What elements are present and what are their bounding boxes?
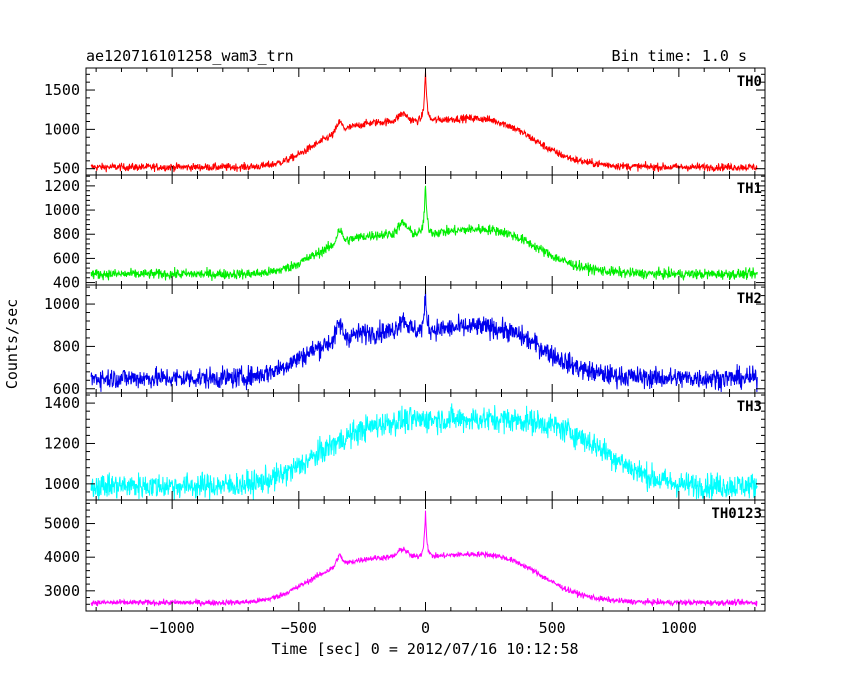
panel-label: TH3 xyxy=(737,399,762,415)
x-tick-label: 1000 xyxy=(661,619,697,637)
x-axis-tick-labels: −1000 −500 0 500 1000 xyxy=(150,619,697,637)
series-line-th3 xyxy=(90,403,758,500)
x-axis-title: Time [sec] 0 = 2012/07/16 10:12:58 xyxy=(271,640,578,658)
y-tick-label: 1200 xyxy=(44,434,80,452)
panels: 500 1000 1500 TH0 400 600 800 1000 1200 TH1 600 800… xyxy=(44,67,766,612)
series-line-th1 xyxy=(90,185,758,282)
y-tick-label: 5000 xyxy=(44,515,80,533)
panel-th1: 400 600 800 1000 1200 TH1 xyxy=(44,174,766,292)
y-tick-label: 1200 xyxy=(44,177,80,195)
bin-time-label: Bin time: 1.0 s xyxy=(612,47,747,65)
panel-label: TH1 xyxy=(737,181,762,197)
panel-th0123: 3000 4000 5000 TH0123 xyxy=(44,499,766,612)
panel-label: TH0123 xyxy=(711,506,762,522)
y-axis-title: Counts/sec xyxy=(3,299,21,389)
y-tick-label: 1500 xyxy=(44,81,80,99)
figure-title: ae120716101258_wam3_trn xyxy=(86,47,294,65)
panel-label: TH2 xyxy=(737,291,762,307)
series-line-th0123 xyxy=(90,510,758,607)
y-tick-label: 500 xyxy=(53,160,80,178)
y-tick-label: 1000 xyxy=(44,295,80,313)
y-tick-label: 800 xyxy=(53,337,80,355)
y-tick-label: 1000 xyxy=(44,120,80,138)
y-tick-label: 800 xyxy=(53,225,80,243)
x-tick-label: 0 xyxy=(421,619,430,637)
x-tick-label: −1000 xyxy=(150,619,195,637)
panel-label: TH0 xyxy=(737,74,762,90)
y-tick-label: 600 xyxy=(53,249,80,267)
y-tick-label: 1000 xyxy=(44,201,80,219)
y-tick-label: 1000 xyxy=(44,475,80,493)
panel-th0: 500 1000 1500 TH0 xyxy=(44,67,766,178)
y-tick-label: 4000 xyxy=(44,548,80,566)
y-tick-label: 600 xyxy=(53,380,80,398)
series-line-th0 xyxy=(90,71,758,173)
x-tick-label: 500 xyxy=(539,619,566,637)
y-tick-label: 400 xyxy=(53,274,80,292)
series-line-th2 xyxy=(90,287,758,393)
panel-th3: 1000 1200 1400 TH3 xyxy=(44,392,766,501)
y-tick-label: 1400 xyxy=(44,394,80,412)
x-tick-label: −500 xyxy=(281,619,317,637)
y-tick-label: 3000 xyxy=(44,582,80,600)
panel-th2: 600 800 1000 TH2 xyxy=(44,284,766,398)
